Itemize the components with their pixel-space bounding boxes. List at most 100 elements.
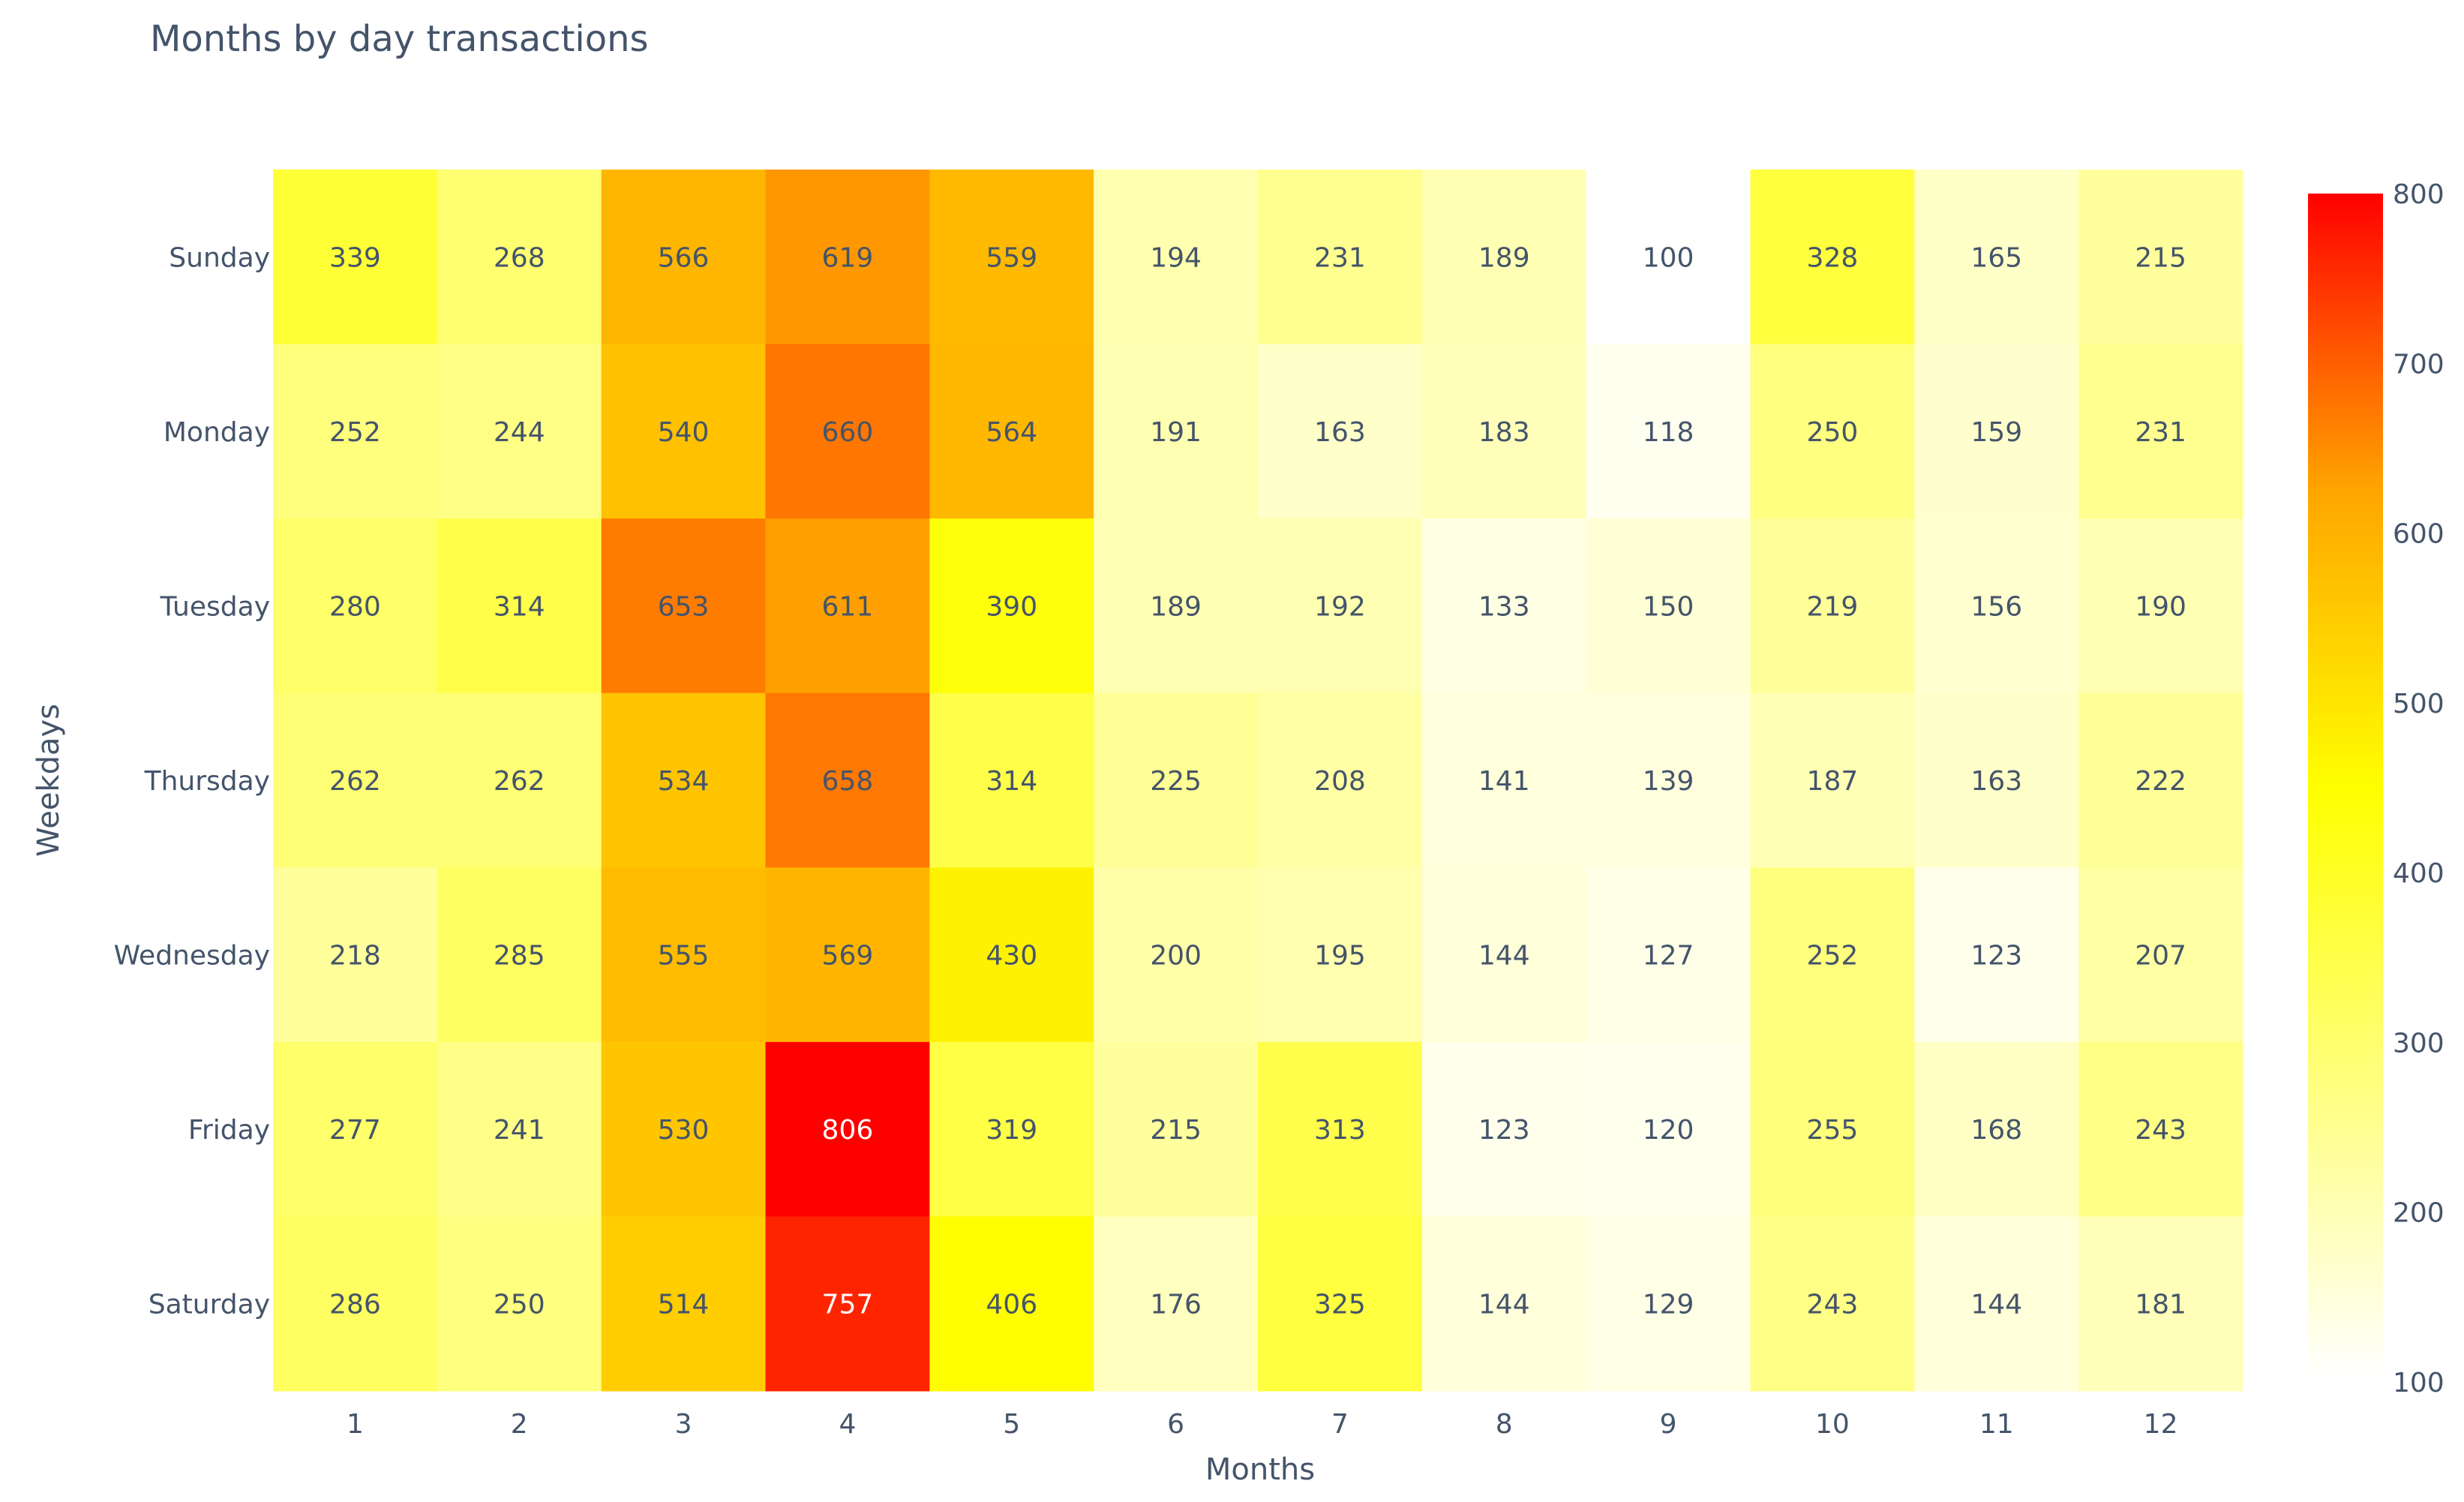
heatmap-cell [601, 170, 766, 345]
heatmap-cell [765, 1041, 930, 1217]
x-tick-label: 12 [2144, 1409, 2178, 1440]
heatmap-cell [1421, 170, 1587, 345]
x-axis-title: Months [1205, 1452, 1315, 1487]
cell-value-label: 219 [1807, 591, 1859, 622]
heatmap-cell [601, 867, 766, 1043]
cell-value-label: 252 [329, 417, 381, 448]
heatmap-cell [437, 1041, 602, 1217]
cell-value-label: 127 [1643, 941, 1694, 972]
cell-value-label: 243 [2135, 1115, 2186, 1146]
cell-value-label: 243 [1807, 1290, 1859, 1320]
heatmap-cell [765, 1216, 930, 1392]
cell-value-label: 163 [1314, 417, 1366, 448]
heatmap-cell [2078, 692, 2243, 868]
cell-value-label: 129 [1643, 1290, 1694, 1320]
x-tick-label: 11 [1979, 1409, 2014, 1440]
cell-value-label: 559 [986, 242, 1037, 273]
heatmap-cell [1421, 518, 1587, 694]
cell-value-label: 192 [1314, 591, 1366, 622]
cell-value-label: 183 [1478, 417, 1530, 448]
cell-value-label: 187 [1807, 766, 1859, 797]
x-tick-label: 6 [1167, 1409, 1184, 1440]
cell-value-label: 252 [1807, 941, 1859, 972]
cell-value-label: 262 [494, 766, 545, 797]
heatmap-cell [1586, 867, 1751, 1043]
cell-value-label: 225 [1150, 766, 1202, 797]
heatmap-cell [1094, 1216, 1259, 1392]
cell-value-label: 514 [658, 1290, 710, 1320]
cell-value-label: 286 [329, 1290, 381, 1320]
heatmap-cell [1914, 1041, 2079, 1217]
cell-value-label: 569 [822, 941, 874, 972]
colorbar-tick-label: 300 [2393, 1028, 2444, 1059]
y-tick-label: Saturday [149, 1290, 270, 1320]
cell-value-label: 566 [658, 242, 710, 273]
cell-value-label: 189 [1150, 591, 1202, 622]
cell-value-label: 144 [1478, 941, 1530, 972]
heatmap-cell [1094, 344, 1259, 519]
heatmap-cell [1586, 1041, 1751, 1217]
cell-value-label: 181 [2135, 1290, 2186, 1320]
heatmap-cell [1258, 692, 1423, 868]
heatmap-cell [1258, 170, 1423, 345]
cell-value-label: 325 [1314, 1290, 1366, 1320]
heatmap-cell [1094, 1041, 1259, 1217]
x-tick-label: 4 [839, 1409, 856, 1440]
x-tick-label: 1 [347, 1409, 364, 1440]
heatmap-cell [1421, 344, 1587, 519]
heatmap-cell [1258, 344, 1423, 519]
cell-value-label: 255 [1807, 1115, 1859, 1146]
y-tick-label: Monday [164, 417, 270, 448]
cell-value-label: 207 [2135, 941, 2186, 972]
cell-value-label: 215 [2135, 242, 2186, 273]
x-tick-label: 5 [1003, 1409, 1020, 1440]
x-tick-label: 9 [1660, 1409, 1677, 1440]
cell-value-label: 194 [1150, 242, 1202, 273]
cell-value-label: 141 [1478, 766, 1530, 797]
heatmap-cell [929, 867, 1094, 1043]
cell-value-label: 190 [2135, 591, 2186, 622]
colorbar [2308, 194, 2383, 1382]
colorbar-tick-label: 600 [2393, 519, 2444, 550]
heatmap-cell [1914, 692, 2079, 868]
chart-title: Months by day transactions [150, 18, 649, 60]
heatmap-cell [2078, 867, 2243, 1043]
cell-value-label: 406 [986, 1290, 1037, 1320]
heatmap-cell [273, 867, 438, 1043]
heatmap-cell [1914, 170, 2079, 345]
heatmap-cell [1421, 692, 1587, 868]
heatmap-cell [1586, 1216, 1751, 1392]
heatmap-cell [273, 170, 438, 345]
heatmap-cell [1258, 1041, 1423, 1217]
heatmap-cell [929, 170, 1094, 345]
heatmap-cell [1094, 170, 1259, 345]
heatmap-cell [1258, 518, 1423, 694]
cell-value-label: 277 [329, 1115, 381, 1146]
cell-value-label: 540 [658, 417, 710, 448]
cell-value-label: 313 [1314, 1115, 1366, 1146]
heatmap-cell [1914, 867, 2079, 1043]
cell-value-label: 328 [1807, 242, 1859, 273]
cell-value-label: 144 [1478, 1290, 1530, 1320]
y-tick-label: Wednesday [114, 941, 270, 972]
x-tick-label: 10 [1815, 1409, 1850, 1440]
cell-value-label: 123 [1970, 941, 2022, 972]
cell-value-label: 231 [2135, 417, 2186, 448]
heatmap-cell [437, 344, 602, 519]
heatmap-cell [1750, 344, 1915, 519]
cell-value-label: 530 [658, 1115, 710, 1146]
cell-value-label: 123 [1478, 1115, 1530, 1146]
x-tick-label: 2 [511, 1409, 528, 1440]
heatmap-cell [1750, 1216, 1915, 1392]
cell-value-label: 244 [494, 417, 545, 448]
colorbar-tick-label: 800 [2393, 179, 2444, 210]
heatmap-cell [1914, 344, 2079, 519]
cell-value-label: 191 [1150, 417, 1202, 448]
heatmap-cell [601, 518, 766, 694]
cell-value-label: 218 [329, 941, 381, 972]
heatmap-cell [929, 344, 1094, 519]
heatmap-cell [1421, 867, 1587, 1043]
cell-value-label: 159 [1970, 417, 2022, 448]
x-axis-ticks: 1 2 3 4 5 6 7 8 9 10 11 12 [347, 1409, 2178, 1440]
